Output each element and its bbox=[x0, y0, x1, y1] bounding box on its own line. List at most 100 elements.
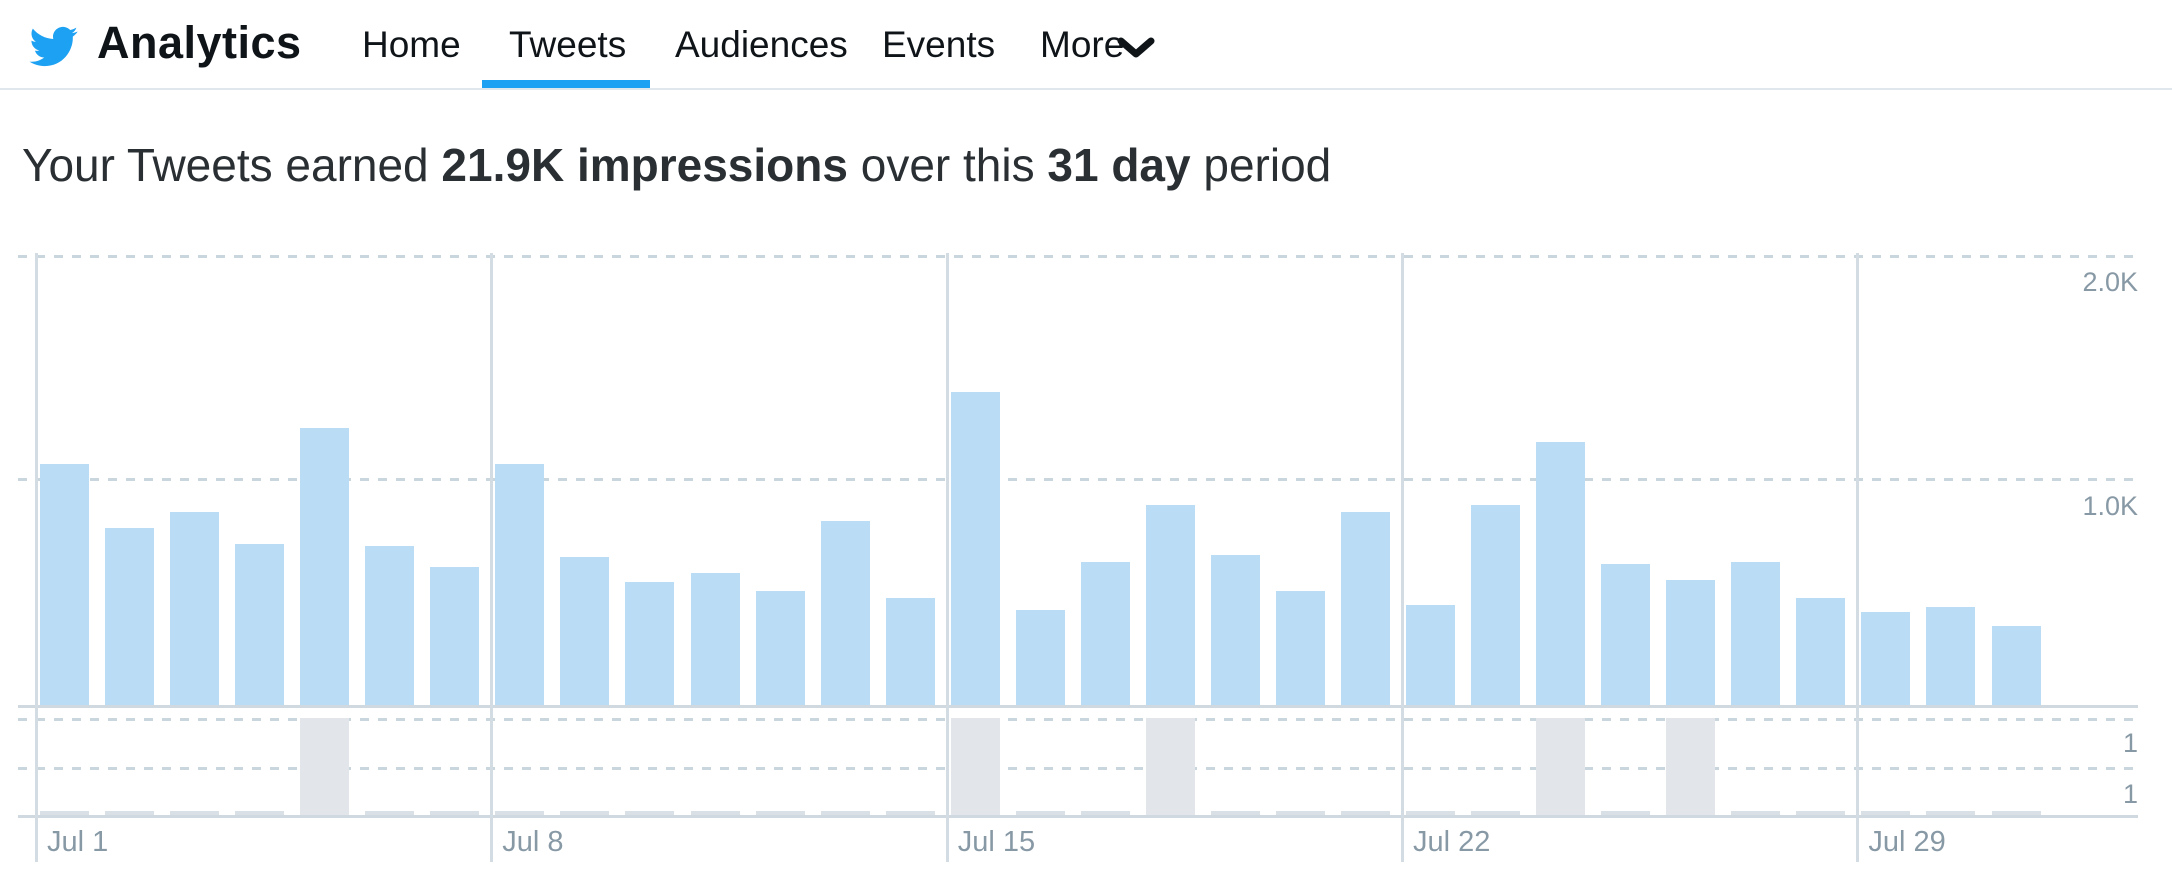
tweets-bar[interactable] bbox=[950, 718, 1000, 815]
x-axis-line bbox=[18, 815, 2138, 818]
tweets-zero-tick bbox=[170, 811, 220, 815]
tweets-tick-lower: 1 bbox=[2122, 779, 2138, 809]
impressions-bar[interactable] bbox=[495, 464, 545, 705]
summary-suffix: period bbox=[1190, 139, 1332, 191]
impressions-bar[interactable] bbox=[1276, 591, 1325, 705]
x-tick-label: Jul 22 bbox=[1413, 826, 1491, 858]
summary-period: 31 day bbox=[1047, 139, 1191, 191]
summary-impressions: 21.9K impressions bbox=[441, 139, 848, 191]
week-gridline bbox=[945, 253, 949, 862]
impressions-bar[interactable] bbox=[1861, 612, 1911, 705]
impressions-bar[interactable] bbox=[560, 557, 610, 705]
x-tick-label: Jul 8 bbox=[502, 826, 564, 858]
tweets-zero-tick bbox=[560, 811, 610, 815]
x-tick-label: Jul 15 bbox=[957, 826, 1036, 858]
impressions-bar[interactable] bbox=[1210, 555, 1260, 705]
tweets-zero-tick bbox=[1731, 811, 1781, 815]
impressions-baseline bbox=[18, 705, 2138, 708]
tweets-bar[interactable] bbox=[1666, 718, 1716, 815]
tweets-zero-tick bbox=[105, 811, 154, 815]
impressions-bar[interactable] bbox=[625, 582, 675, 705]
impressions-bar[interactable] bbox=[1926, 607, 1976, 705]
tweets-zero-tick bbox=[235, 811, 285, 815]
impressions-bar[interactable] bbox=[755, 591, 805, 705]
week-gridline bbox=[1856, 253, 1860, 862]
tweets-zero-tick bbox=[1341, 811, 1390, 815]
tweets-zero-tick bbox=[1796, 811, 1846, 815]
tweets-bar[interactable] bbox=[1145, 718, 1195, 815]
impressions-bar[interactable] bbox=[1471, 505, 1521, 705]
nav-item-audiences[interactable]: Audiences bbox=[675, 24, 848, 65]
tweets-gridline-lower bbox=[18, 767, 2138, 770]
brand-title: Analytics bbox=[97, 17, 302, 68]
tweets-zero-tick bbox=[1276, 811, 1325, 815]
y-tick-2k: 2.0K bbox=[2082, 267, 2138, 297]
impressions-bar[interactable] bbox=[170, 512, 220, 705]
tweets-zero-tick bbox=[1210, 811, 1260, 815]
tweets-zero-tick bbox=[820, 811, 870, 815]
tweets-zero-tick bbox=[365, 811, 415, 815]
impressions-bar[interactable] bbox=[300, 428, 350, 705]
impressions-bar[interactable] bbox=[1601, 564, 1651, 705]
tweets-zero-tick bbox=[885, 811, 935, 815]
tweets-zero-tick bbox=[755, 811, 805, 815]
tweets-zero-tick bbox=[40, 811, 89, 815]
tweets-tick-upper: 1 bbox=[2122, 728, 2138, 758]
impressions-chart: 2.0K 1.0K 1 1 Jul 1 Jul 8 Jul 15 Jul 22 Jul … bbox=[0, 230, 2172, 889]
impressions-bar[interactable] bbox=[885, 598, 935, 705]
nav-item-tweets[interactable]: Tweets bbox=[509, 24, 627, 65]
impressions-bar[interactable] bbox=[1406, 605, 1455, 705]
tweets-zero-tick bbox=[1601, 811, 1651, 815]
nav-item-home[interactable]: Home bbox=[362, 24, 461, 65]
tweets-zero-tick bbox=[1406, 811, 1455, 815]
tweets-zero-tick bbox=[495, 811, 545, 815]
tweets-zero-tick bbox=[690, 811, 740, 815]
impressions-bar[interactable] bbox=[1991, 626, 2041, 705]
tweets-zero-tick bbox=[430, 811, 480, 815]
impressions-bar[interactable] bbox=[1015, 610, 1065, 705]
gridline-1k bbox=[18, 478, 2138, 481]
tweets-zero-tick bbox=[1926, 811, 1976, 815]
summary-heading: Your Tweets earned 21.9K impressions ove… bbox=[22, 138, 1331, 192]
gridline-2k bbox=[18, 255, 2138, 258]
impressions-bar[interactable] bbox=[1341, 512, 1390, 705]
tweets-bar[interactable] bbox=[300, 718, 350, 815]
x-tick-label: Jul 29 bbox=[1868, 826, 1946, 858]
impressions-bar[interactable] bbox=[950, 392, 1000, 705]
impressions-bar[interactable] bbox=[235, 544, 285, 705]
impressions-bar[interactable] bbox=[430, 567, 480, 705]
tweets-bar[interactable] bbox=[1536, 718, 1586, 815]
y-tick-1k: 1.0K bbox=[2082, 491, 2138, 521]
impressions-bar[interactable] bbox=[40, 464, 89, 705]
impressions-bar[interactable] bbox=[1080, 562, 1130, 705]
week-gridline bbox=[1401, 253, 1404, 862]
active-tab-underline bbox=[482, 80, 650, 88]
impressions-bar[interactable] bbox=[105, 528, 154, 705]
header-divider bbox=[0, 88, 2172, 90]
week-gridline bbox=[35, 253, 38, 862]
tweets-zero-tick bbox=[625, 811, 675, 815]
twitter-bird-icon[interactable] bbox=[22, 21, 84, 72]
nav-item-more[interactable]: More bbox=[1040, 24, 1125, 65]
tweets-zero-tick bbox=[1861, 811, 1911, 815]
impressions-bar[interactable] bbox=[1666, 580, 1716, 705]
week-gridline bbox=[490, 253, 494, 862]
impressions-bar[interactable] bbox=[365, 546, 415, 705]
impressions-bar[interactable] bbox=[690, 573, 740, 705]
x-tick-label: Jul 1 bbox=[47, 826, 109, 858]
impressions-bar[interactable] bbox=[820, 521, 870, 705]
summary-middle: over this bbox=[847, 139, 1048, 191]
impressions-bar[interactable] bbox=[1536, 442, 1586, 705]
tweets-zero-tick bbox=[1080, 811, 1130, 815]
impressions-bar[interactable] bbox=[1145, 505, 1195, 705]
tweets-gridline-upper bbox=[18, 718, 2138, 721]
impressions-bar[interactable] bbox=[1731, 562, 1781, 705]
chevron-down-icon[interactable] bbox=[1116, 37, 1156, 61]
summary-prefix: Your Tweets earned bbox=[22, 139, 442, 191]
nav-item-events[interactable]: Events bbox=[882, 24, 996, 65]
top-nav-bar: Analytics Home Tweets Audiences Events M… bbox=[0, 0, 2172, 90]
tweets-zero-tick bbox=[1991, 811, 2041, 815]
tweets-zero-tick bbox=[1471, 811, 1521, 815]
impressions-bar[interactable] bbox=[1796, 598, 1846, 705]
